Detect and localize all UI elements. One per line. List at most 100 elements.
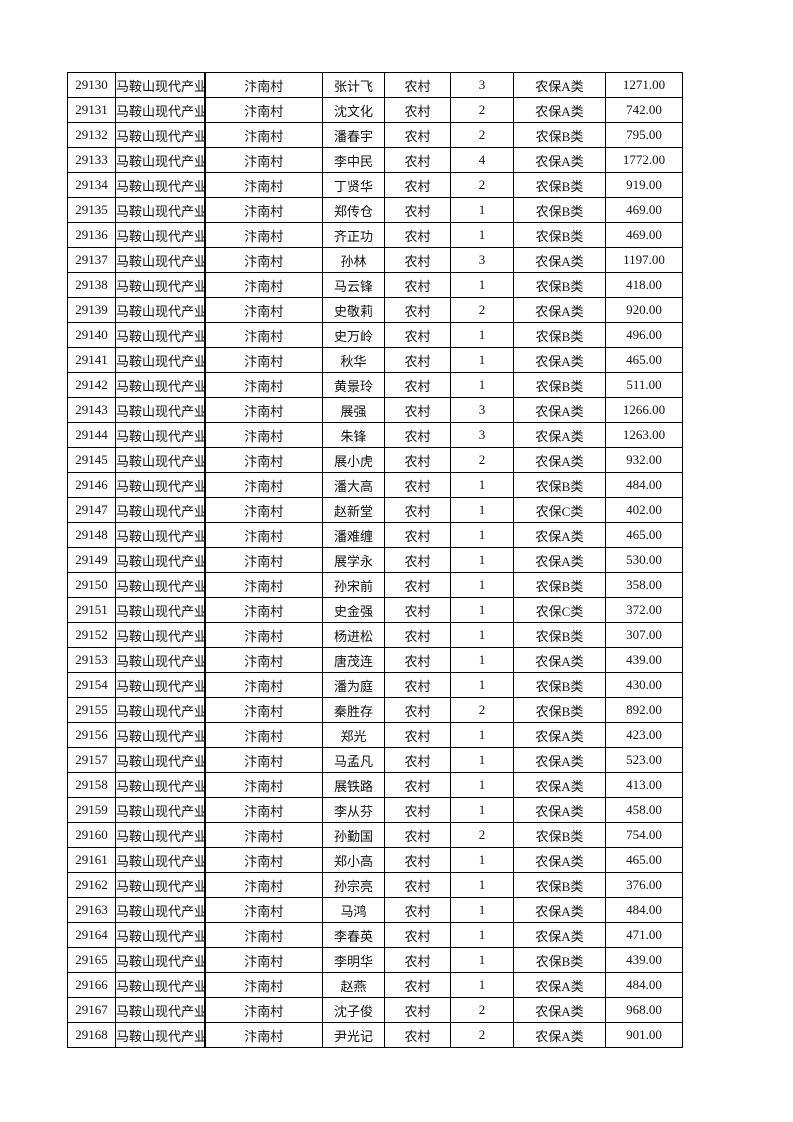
amount: 511.00: [605, 372, 683, 398]
organization: 马鞍山现代产业: [115, 872, 206, 898]
person-name: 马孟凡: [322, 747, 385, 773]
person-name: 尹光记: [322, 1022, 385, 1048]
member-count: 1: [450, 622, 514, 648]
insurance-class: 农保A类: [513, 72, 606, 98]
organization: 马鞍山现代产业: [115, 772, 206, 798]
person-name: 史万岭: [322, 322, 385, 348]
organization: 马鞍山现代产业: [115, 297, 206, 323]
household-type: 农村: [384, 472, 451, 498]
table-row: 29130 马鞍山现代产业 汴南村 张计飞 农村 3 农保A类 1271.00: [67, 72, 683, 98]
village: 汴南村: [204, 647, 323, 673]
row-id: 29136: [67, 222, 116, 248]
household-type: 农村: [384, 422, 451, 448]
village: 汴南村: [204, 747, 323, 773]
person-name: 郑小高: [322, 847, 385, 873]
village: 汴南村: [204, 847, 323, 873]
row-id: 29149: [67, 547, 116, 573]
amount: 901.00: [605, 1022, 683, 1048]
insurance-class: 农保A类: [513, 547, 606, 573]
row-id: 29134: [67, 172, 116, 198]
table-body: 29130 马鞍山现代产业 汴南村 张计飞 农村 3 农保A类 1271.00 29131 马鞍山…: [67, 72, 683, 1048]
organization: 马鞍山现代产业: [115, 447, 206, 473]
insurance-class: 农保A类: [513, 297, 606, 323]
organization: 马鞍山现代产业: [115, 647, 206, 673]
table-row: 29165 马鞍山现代产业 汴南村 李明华 农村 1 农保B类 439.00: [67, 947, 683, 973]
organization: 马鞍山现代产业: [115, 422, 206, 448]
insurance-class: 农保A类: [513, 347, 606, 373]
table-row: 29156 马鞍山现代产业 汴南村 郑光 农村 1 农保A类 423.00: [67, 722, 683, 748]
organization: 马鞍山现代产业: [115, 322, 206, 348]
amount: 1263.00: [605, 422, 683, 448]
insurance-class: 农保B类: [513, 947, 606, 973]
village: 汴南村: [204, 247, 323, 273]
village: 汴南村: [204, 897, 323, 923]
person-name: 孙勤国: [322, 822, 385, 848]
household-type: 农村: [384, 622, 451, 648]
insurance-class: 农保B类: [513, 622, 606, 648]
member-count: 2: [450, 822, 514, 848]
person-name: 潘为庭: [322, 672, 385, 698]
amount: 484.00: [605, 472, 683, 498]
household-type: 农村: [384, 172, 451, 198]
member-count: 1: [450, 497, 514, 523]
household-type: 农村: [384, 972, 451, 998]
member-count: 1: [450, 597, 514, 623]
organization: 马鞍山现代产业: [115, 197, 206, 223]
row-id: 29161: [67, 847, 116, 873]
amount: 423.00: [605, 722, 683, 748]
organization: 马鞍山现代产业: [115, 572, 206, 598]
village: 汴南村: [204, 97, 323, 123]
table-row: 29139 马鞍山现代产业 汴南村 史敬莉 农村 2 农保A类 920.00: [67, 297, 683, 323]
organization: 马鞍山现代产业: [115, 147, 206, 173]
insurance-class: 农保B类: [513, 197, 606, 223]
insurance-class: 农保B类: [513, 322, 606, 348]
table-row: 29142 马鞍山现代产业 汴南村 黄景玲 农村 1 农保B类 511.00: [67, 372, 683, 398]
insurance-class: 农保A类: [513, 447, 606, 473]
amount: 892.00: [605, 697, 683, 723]
person-name: 秦胜存: [322, 697, 385, 723]
row-id: 29156: [67, 722, 116, 748]
person-name: 杨进松: [322, 622, 385, 648]
household-type: 农村: [384, 447, 451, 473]
person-name: 朱锋: [322, 422, 385, 448]
organization: 马鞍山现代产业: [115, 997, 206, 1023]
insurance-class: 农保A类: [513, 522, 606, 548]
village: 汴南村: [204, 1022, 323, 1048]
member-count: 2: [450, 97, 514, 123]
organization: 马鞍山现代产业: [115, 172, 206, 198]
village: 汴南村: [204, 297, 323, 323]
table-row: 29164 马鞍山现代产业 汴南村 李春英 农村 1 农保A类 471.00: [67, 922, 683, 948]
person-name: 李从芬: [322, 797, 385, 823]
member-count: 2: [450, 447, 514, 473]
person-name: 齐正功: [322, 222, 385, 248]
row-id: 29133: [67, 147, 116, 173]
household-type: 农村: [384, 697, 451, 723]
member-count: 2: [450, 122, 514, 148]
amount: 372.00: [605, 597, 683, 623]
table-row: 29146 马鞍山现代产业 汴南村 潘大高 农村 1 农保B类 484.00: [67, 472, 683, 498]
village: 汴南村: [204, 547, 323, 573]
household-type: 农村: [384, 897, 451, 923]
organization: 马鞍山现代产业: [115, 122, 206, 148]
insurance-class: 农保A类: [513, 972, 606, 998]
amount: 402.00: [605, 497, 683, 523]
insurance-class: 农保A类: [513, 147, 606, 173]
village: 汴南村: [204, 522, 323, 548]
village: 汴南村: [204, 572, 323, 598]
amount: 465.00: [605, 522, 683, 548]
member-count: 1: [450, 272, 514, 298]
row-id: 29138: [67, 272, 116, 298]
table-row: 29145 马鞍山现代产业 汴南村 展小虎 农村 2 农保A类 932.00: [67, 447, 683, 473]
person-name: 赵燕: [322, 972, 385, 998]
village: 汴南村: [204, 672, 323, 698]
organization: 马鞍山现代产业: [115, 722, 206, 748]
row-id: 29152: [67, 622, 116, 648]
row-id: 29144: [67, 422, 116, 448]
table-row: 29147 马鞍山现代产业 汴南村 赵新堂 农村 1 农保C类 402.00: [67, 497, 683, 523]
table-row: 29135 马鞍山现代产业 汴南村 郑传仓 农村 1 农保B类 469.00: [67, 197, 683, 223]
person-name: 丁贤华: [322, 172, 385, 198]
person-name: 李春英: [322, 922, 385, 948]
household-type: 农村: [384, 297, 451, 323]
person-name: 孙宋前: [322, 572, 385, 598]
